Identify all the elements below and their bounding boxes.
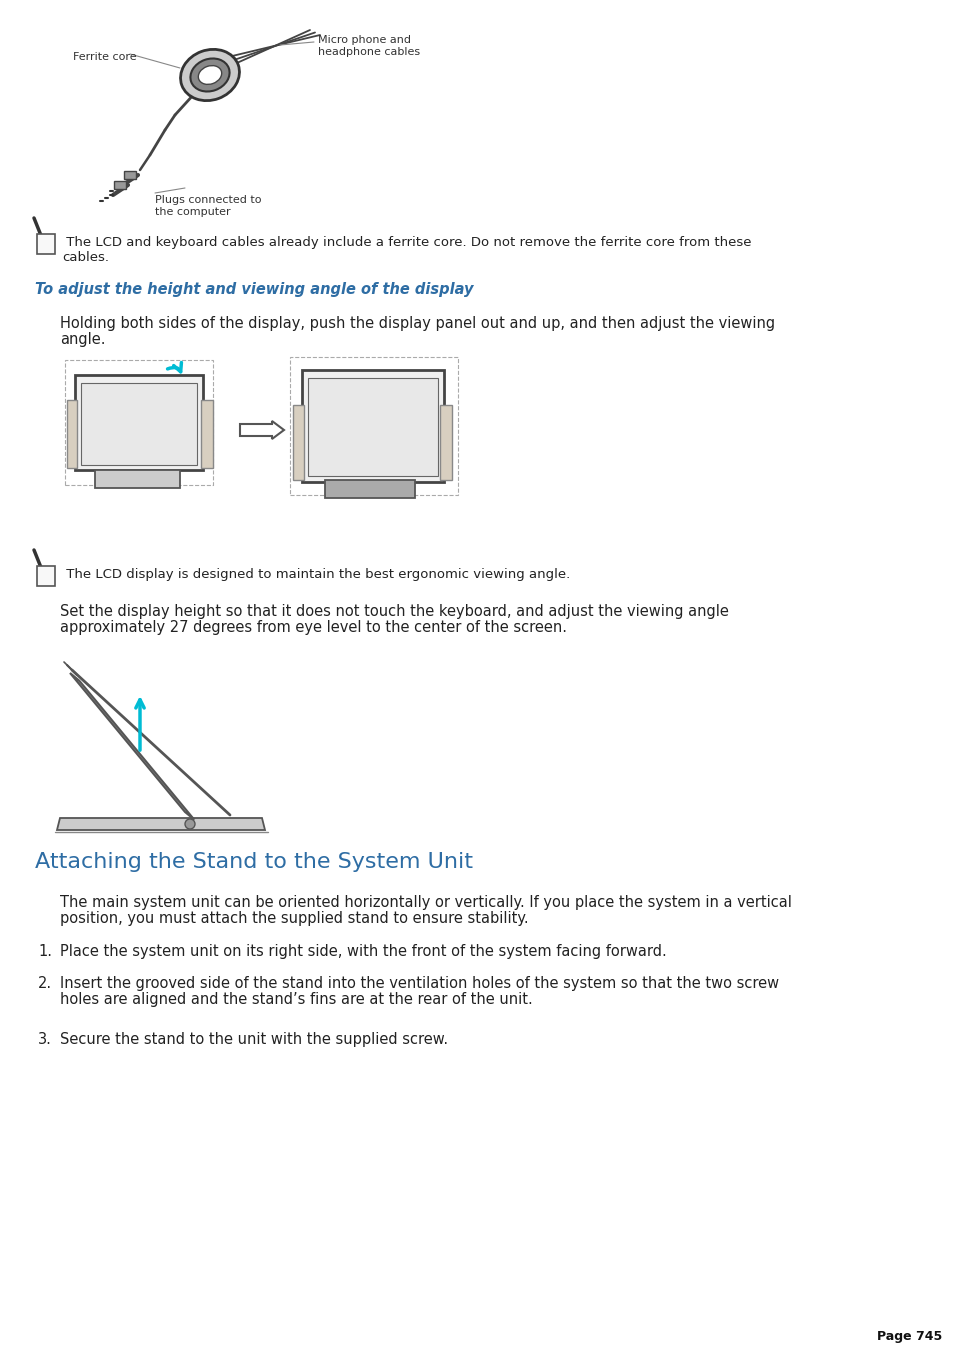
Text: Ferrite core: Ferrite core [73, 51, 136, 62]
Text: Secure the stand to the unit with the supplied screw.: Secure the stand to the unit with the su… [60, 1032, 448, 1047]
Text: angle.: angle. [60, 332, 106, 347]
Text: The LCD and keyboard cables already include a ferrite core. Do not remove the fe: The LCD and keyboard cables already incl… [62, 236, 751, 249]
Polygon shape [57, 817, 265, 830]
Text: Holding both sides of the display, push the display panel out and up, and then a: Holding both sides of the display, push … [60, 316, 774, 331]
Bar [302, 370, 443, 482]
Ellipse shape [191, 58, 230, 92]
Bar [81, 382, 196, 465]
Polygon shape [293, 405, 304, 480]
Bar [325, 480, 415, 499]
Text: Plugs connected to
the computer: Plugs connected to the computer [154, 195, 261, 216]
Text: 1.: 1. [38, 944, 52, 959]
Polygon shape [70, 673, 194, 820]
Text: Insert the grooved side of the stand into the ventilation holes of the system so: Insert the grooved side of the stand int… [60, 975, 779, 992]
Text: Attaching the Stand to the System Unit: Attaching the Stand to the System Unit [35, 852, 473, 871]
Bar [37, 566, 55, 586]
Ellipse shape [198, 66, 221, 84]
Polygon shape [67, 400, 77, 467]
Bar [95, 470, 180, 488]
Polygon shape [201, 400, 213, 467]
Text: approximately 27 degrees from eye level to the center of the screen.: approximately 27 degrees from eye level … [60, 620, 566, 635]
Text: Set the display height so that it does not touch the keyboard, and adjust the vi: Set the display height so that it does n… [60, 604, 728, 619]
Text: The main system unit can be oriented horizontally or vertically. If you place th: The main system unit can be oriented hor… [60, 894, 791, 911]
Bar [113, 181, 126, 189]
Bar [124, 172, 136, 178]
Bar [75, 376, 203, 470]
Text: 3.: 3. [38, 1032, 51, 1047]
Bar [65, 359, 213, 485]
Polygon shape [439, 405, 452, 480]
Text: Micro phone and
headphone cables: Micro phone and headphone cables [317, 35, 419, 57]
Bar [308, 378, 437, 476]
Text: cables.: cables. [62, 251, 109, 263]
Text: To adjust the height and viewing angle of the display: To adjust the height and viewing angle o… [35, 282, 473, 297]
Bar [290, 357, 457, 494]
Text: 2.: 2. [38, 975, 52, 992]
Text: position, you must attach the supplied stand to ensure stability.: position, you must attach the supplied s… [60, 911, 528, 925]
FancyArrow shape [240, 422, 284, 439]
Bar [37, 234, 55, 254]
Text: Page 745: Page 745 [876, 1329, 942, 1343]
Text: The LCD display is designed to maintain the best ergonomic viewing angle.: The LCD display is designed to maintain … [62, 567, 570, 581]
Text: holes are aligned and the stand’s fins are at the rear of the unit.: holes are aligned and the stand’s fins a… [60, 992, 532, 1006]
Text: Place the system unit on its right side, with the front of the system facing for: Place the system unit on its right side,… [60, 944, 666, 959]
Circle shape [185, 819, 194, 830]
Ellipse shape [180, 50, 239, 100]
